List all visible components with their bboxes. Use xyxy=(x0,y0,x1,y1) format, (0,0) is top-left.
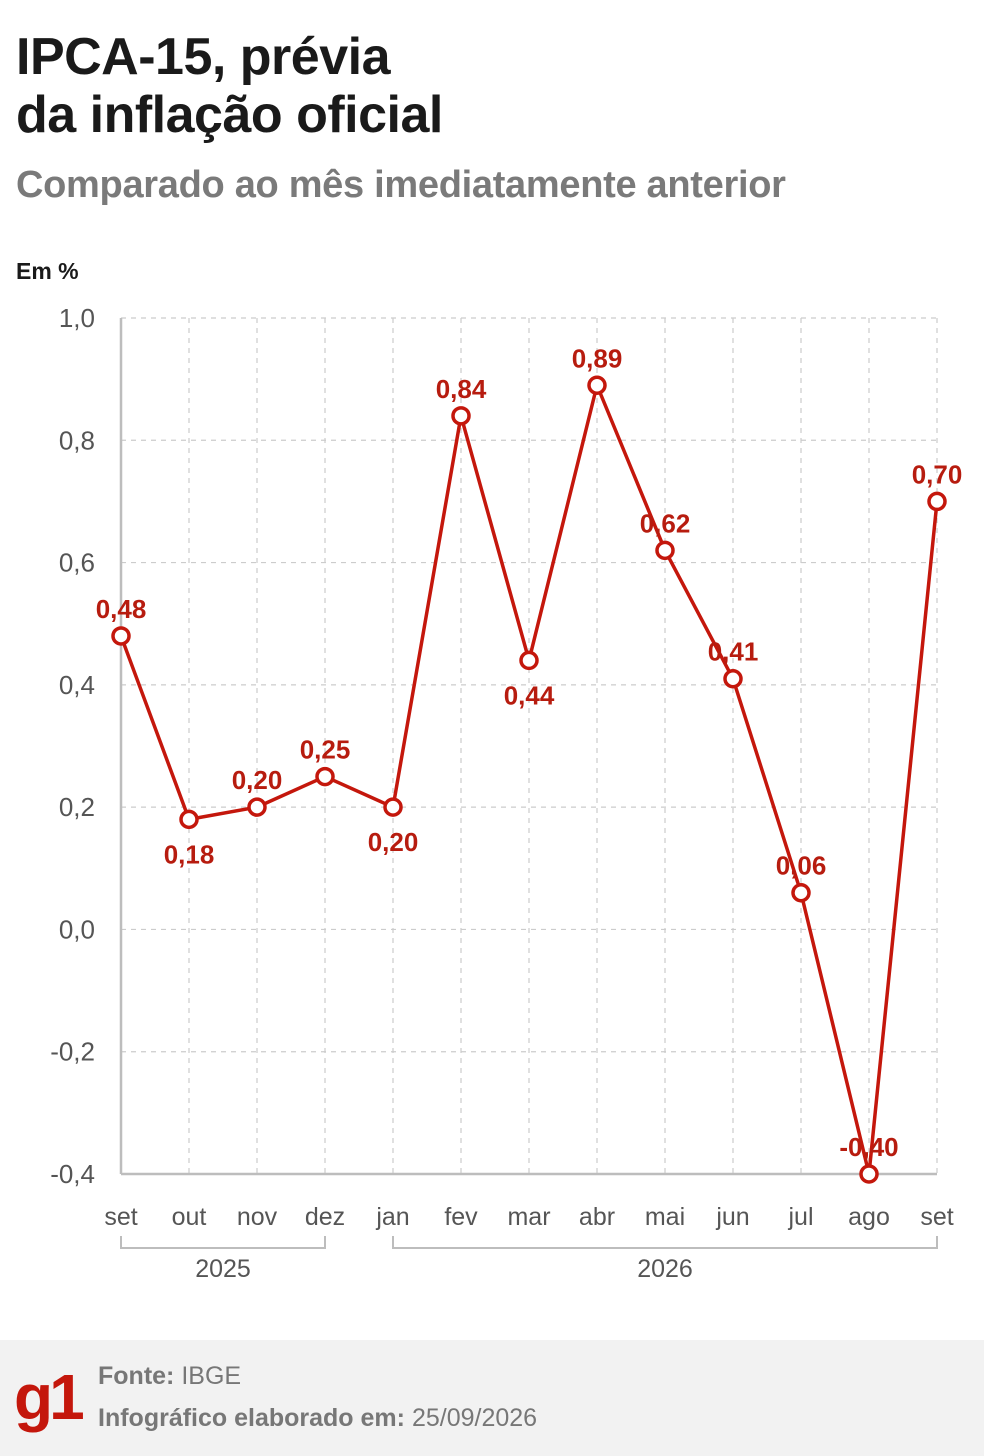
data-point xyxy=(723,668,743,689)
y-tick-label: 0,6 xyxy=(59,548,95,578)
data-point xyxy=(655,540,675,561)
x-tick-label: mai xyxy=(645,1203,685,1231)
date-label: Infográfico elaborado em: xyxy=(98,1404,405,1432)
y-tick-label: -0,4 xyxy=(50,1159,95,1189)
chart-title: IPCA-15, prévia da inflação oficial xyxy=(16,28,443,144)
data-point xyxy=(383,797,403,817)
x-tick-label: mar xyxy=(507,1203,550,1231)
data-label: 0,25 xyxy=(300,735,351,765)
x-tick-label: jul xyxy=(787,1203,813,1231)
x-tick-label: nov xyxy=(237,1203,278,1231)
source-line: Fonte: IBGE xyxy=(98,1362,241,1391)
data-point xyxy=(179,809,199,830)
y-tick-label: -0,2 xyxy=(50,1037,95,1067)
year-bracket xyxy=(392,1236,938,1249)
source-value: IBGE xyxy=(181,1362,242,1390)
data-label: 0,06 xyxy=(776,851,827,881)
g1-logo: g1 xyxy=(14,1361,85,1433)
data-point xyxy=(859,1164,879,1184)
y-tick-label: 0,2 xyxy=(59,792,95,822)
title-line-1: IPCA-15, prévia xyxy=(16,28,390,86)
data-label: 0,18 xyxy=(164,839,215,869)
data-point xyxy=(519,650,539,671)
x-tick-label: set xyxy=(104,1203,137,1231)
data-point xyxy=(587,375,607,396)
data-point xyxy=(451,406,471,426)
data-label: 0,89 xyxy=(572,343,623,373)
data-point xyxy=(247,797,267,817)
date-line: Infográfico elaborado em: 25/09/2026 xyxy=(98,1404,537,1433)
data-point xyxy=(927,491,947,512)
y-tick-label: 0,8 xyxy=(59,425,95,455)
x-tick-label: out xyxy=(172,1203,207,1231)
data-point xyxy=(315,766,335,787)
data-point xyxy=(791,882,811,903)
footer: g1 Fonte: IBGE Infográfico elaborado em:… xyxy=(0,1340,984,1456)
chart-subtitle: Comparado ao mês imediatamente anterior xyxy=(16,164,786,206)
unit-label: Em % xyxy=(16,258,79,284)
data-label: 0,44 xyxy=(504,680,555,710)
data-label: 0,62 xyxy=(640,508,691,538)
data-label: 0,70 xyxy=(912,459,963,489)
line-chart: 1,0 0,8 0,6 0,4 0,2 0,0 -0,2 -0,4 set out nov dez ja… xyxy=(50,303,963,1283)
source-label: Fonte: xyxy=(98,1362,175,1390)
y-tick-label: 1,0 xyxy=(59,303,95,333)
data-label: 0,48 xyxy=(96,594,147,624)
year-bracket xyxy=(120,1236,326,1249)
x-tick-label: set xyxy=(920,1203,953,1231)
x-tick-label: ago xyxy=(848,1203,890,1231)
x-tick-label: jun xyxy=(715,1203,749,1231)
data-label: 0,41 xyxy=(708,637,759,667)
y-tick-label: 0,0 xyxy=(59,914,95,944)
x-tick-label: dez xyxy=(305,1203,345,1231)
x-tick-label: abr xyxy=(579,1203,615,1231)
year-label: 2025 xyxy=(195,1255,251,1283)
data-label: -0,40 xyxy=(839,1132,898,1162)
title-line-2: da inflação oficial xyxy=(16,86,443,144)
year-label: 2026 xyxy=(637,1255,693,1283)
y-tick-label: 0,4 xyxy=(59,670,95,700)
x-tick-label: fev xyxy=(444,1203,478,1231)
data-point xyxy=(111,626,131,646)
data-label: 0,20 xyxy=(232,765,283,795)
x-tick-label: jan xyxy=(375,1203,409,1231)
data-label: 0,20 xyxy=(368,827,419,857)
data-label: 0,84 xyxy=(436,374,487,404)
date-value: 25/09/2026 xyxy=(411,1404,538,1432)
